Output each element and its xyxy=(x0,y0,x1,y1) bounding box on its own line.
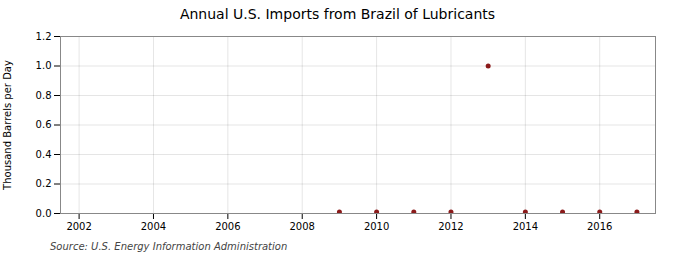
svg-text:2012: 2012 xyxy=(438,221,463,232)
svg-text:0.2: 0.2 xyxy=(36,178,52,189)
svg-text:2014: 2014 xyxy=(513,221,538,232)
svg-text:2006: 2006 xyxy=(215,221,240,232)
svg-text:2008: 2008 xyxy=(289,221,314,232)
html-text:Annual U.S. Imports from Brazi: Annual U.S. Imports from Brazil of Lubri… xyxy=(179,6,496,22)
svg-text:0.8: 0.8 xyxy=(36,90,52,101)
svg-text:2016: 2016 xyxy=(587,221,612,232)
svg-text:0.6: 0.6 xyxy=(36,119,52,130)
svg-text:Thousand Barrels per Day: Thousand Barrels per Day xyxy=(2,60,13,191)
svg-text:2004: 2004 xyxy=(141,221,166,232)
svg-text:1.0: 1.0 xyxy=(36,60,52,71)
html-text:Source: U.S. Energy Informatio: Source: U.S. Energy Information Administ… xyxy=(50,241,288,252)
svg-text:2002: 2002 xyxy=(66,221,91,232)
svg-text:1.2: 1.2 xyxy=(36,31,52,42)
svg-text:0.0: 0.0 xyxy=(36,208,52,219)
svg-text:2010: 2010 xyxy=(364,221,389,232)
svg-text:0.4: 0.4 xyxy=(36,149,52,160)
